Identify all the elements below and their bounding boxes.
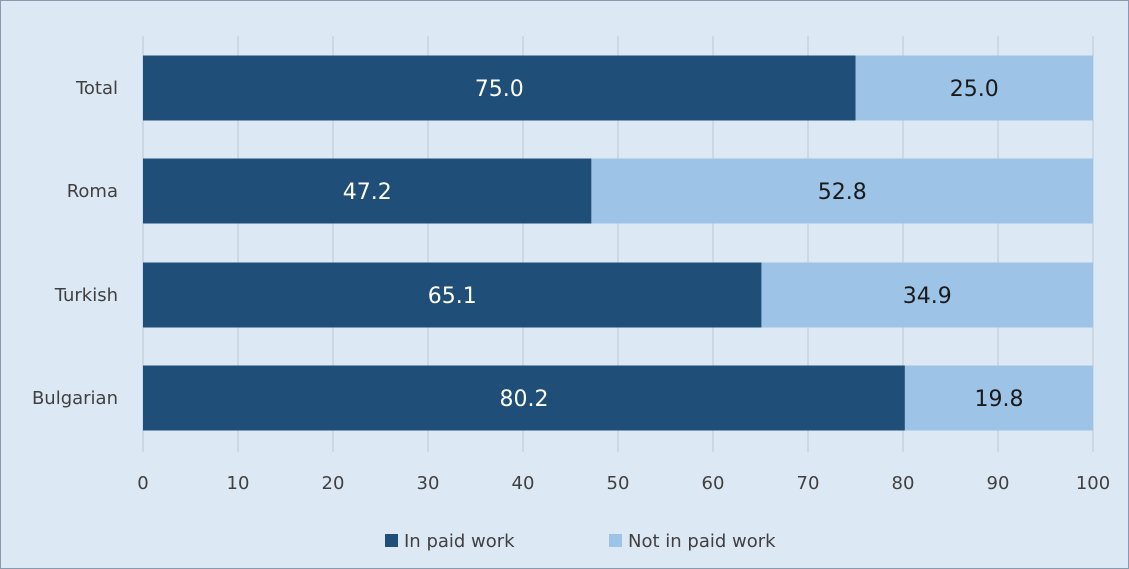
bar-total-not-in-paid-work [855,55,1093,121]
data-label-turkish-in-paid-work: 65.1 [428,284,477,309]
x-tick-label-100: 100 [1076,473,1110,494]
legend: In paid work Not in paid work [385,531,776,552]
x-tick-label-20: 20 [322,473,345,494]
data-label-bulgarian-in-paid-work: 80.2 [499,387,548,412]
legend-swatch-not-in-paid-work [609,534,622,547]
category-label-total: Total [75,78,118,99]
bar-total-in-paid-work [143,55,856,121]
data-label-total-not-in-paid-work: 25.0 [950,77,999,102]
legend-swatch-in-paid-work [385,534,398,547]
x-tick-label-70: 70 [797,473,820,494]
bar-turkish-not-in-paid-work [761,262,1093,328]
data-label-roma-in-paid-work: 47.2 [343,180,392,205]
bar-turkish-in-paid-work [143,262,762,328]
bar-bulgarian-in-paid-work [143,365,905,431]
bar-roma-in-paid-work [143,158,592,224]
x-axis-ticks: 0 10 20 30 40 50 60 70 80 90 100 [137,473,1110,494]
x-tick-label-80: 80 [892,473,915,494]
bars: 75.0 25.0 47.2 52.8 65.1 34.9 80.2 19.8 [143,55,1093,431]
data-label-roma-not-in-paid-work: 52.8 [818,180,867,205]
category-label-roma: Roma [67,181,118,202]
x-tick-label-90: 90 [987,473,1010,494]
legend-label-not-in-paid-work: Not in paid work [628,531,776,552]
x-tick-label-0: 0 [137,473,148,494]
data-label-turkish-not-in-paid-work: 34.9 [903,284,952,309]
category-labels: Total Roma Turkish Bulgarian [32,78,118,409]
x-tick-label-10: 10 [227,473,250,494]
x-tick-label-30: 30 [417,473,440,494]
category-label-bulgarian: Bulgarian [32,388,118,409]
bar-roma-not-in-paid-work [591,158,1093,224]
bar-bulgarian-not-in-paid-work [904,365,1093,431]
x-tick-label-50: 50 [607,473,630,494]
x-tick-label-40: 40 [512,473,535,494]
category-label-turkish: Turkish [54,285,118,306]
data-label-bulgarian-not-in-paid-work: 19.8 [974,387,1023,412]
x-tick-label-60: 60 [702,473,725,494]
data-label-total-in-paid-work: 75.0 [475,77,524,102]
legend-label-in-paid-work: In paid work [404,531,515,552]
